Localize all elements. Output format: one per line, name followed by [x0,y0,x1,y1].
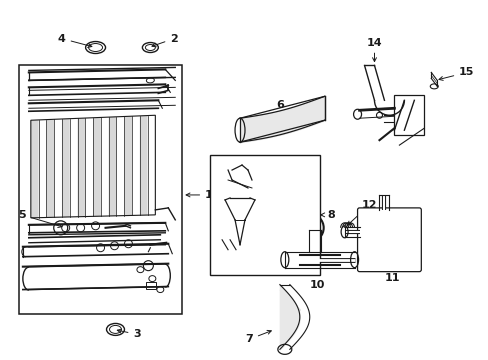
Text: 7: 7 [244,330,271,345]
Text: 15: 15 [438,67,473,80]
Polygon shape [62,119,70,217]
Bar [210,155,319,275]
Text: 4: 4 [58,33,92,48]
Polygon shape [93,117,101,216]
Text: 1: 1 [186,190,212,200]
Text: 8: 8 [320,210,335,220]
Text: 13: 13 [266,220,305,230]
FancyBboxPatch shape [357,208,421,272]
Text: 6: 6 [275,100,283,121]
Polygon shape [140,116,147,215]
Text: 10: 10 [309,264,325,289]
Text: 14: 14 [366,37,382,62]
Text: 5: 5 [18,210,62,228]
Text: 3: 3 [117,329,141,339]
Polygon shape [78,118,85,217]
Text: 12: 12 [347,200,377,225]
Text: 2: 2 [152,33,178,47]
Bar [394,95,424,135]
Bar [146,282,156,289]
Polygon shape [46,119,54,217]
Polygon shape [124,116,132,216]
Bar [19,66,182,315]
Polygon shape [31,120,39,218]
Text: 9: 9 [250,183,275,193]
Text: 11: 11 [384,258,399,283]
Polygon shape [108,117,116,216]
